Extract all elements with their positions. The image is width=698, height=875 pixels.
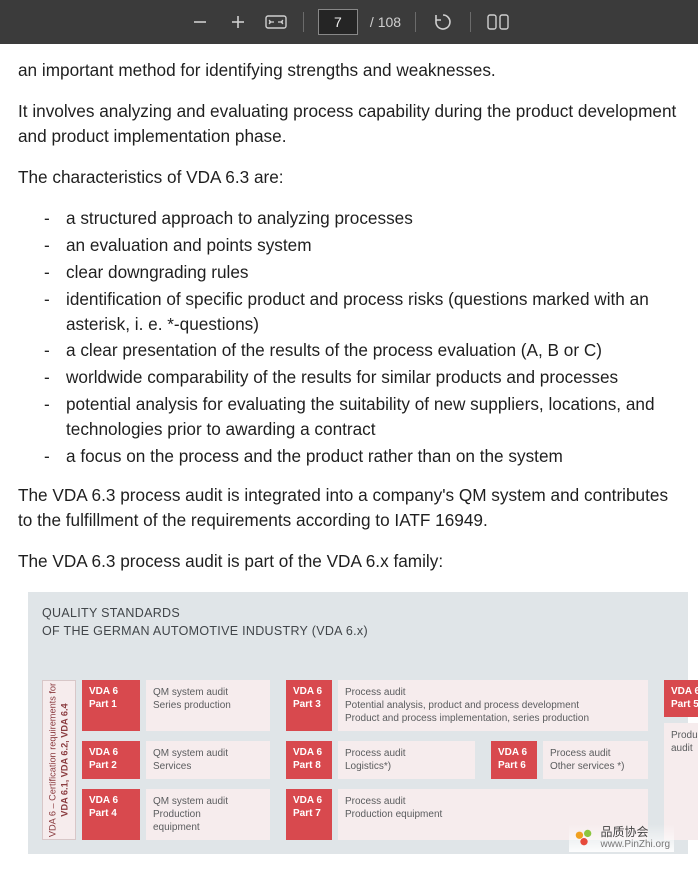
watermark: 品质协会 www.PinZhi.org: [569, 824, 674, 852]
vda-figure: QUALITY STANDARDS OF THE GERMAN AUTOMOTI…: [18, 592, 680, 854]
page-number-input[interactable]: [318, 9, 358, 35]
document-body: an important method for identifying stre…: [0, 44, 698, 854]
paragraph: It involves analyzing and evaluating pro…: [18, 99, 680, 149]
zoom-out-icon[interactable]: [187, 9, 213, 35]
paragraph: an important method for identifying stre…: [18, 58, 680, 83]
vda-part-head: VDA 6 Part 1: [82, 680, 140, 731]
figure-sidebar: VDA 6 – Certification requirements for V…: [42, 680, 76, 840]
watermark-text: 品质协会: [601, 826, 670, 839]
figure-title: QUALITY STANDARDS OF THE GERMAN AUTOMOTI…: [42, 604, 674, 640]
fit-width-icon[interactable]: [263, 9, 289, 35]
bullet-list: a structured approach to analyzing proce…: [18, 206, 680, 469]
vda-part-body: Process audit Potential analysis, produc…: [338, 680, 648, 731]
figure-sidebar-text: VDA 6 – Certification requirements for V…: [48, 683, 71, 837]
paragraph: The VDA 6.3 process audit is part of the…: [18, 549, 680, 574]
vda-part5-column: VDA 6 Part 5 Product audit: [664, 680, 698, 840]
vda-part-head: VDA 6 Part 4: [82, 789, 140, 840]
vda-part-body: Product audit: [664, 723, 698, 840]
toolbar-divider: [415, 12, 416, 32]
toolbar-divider: [303, 12, 304, 32]
vda-part-body: QM system audit Series production: [146, 680, 270, 731]
figure-inner: QUALITY STANDARDS OF THE GERMAN AUTOMOTI…: [28, 592, 688, 854]
vda-part-head: VDA 6 Part 7: [286, 789, 332, 840]
list-item: clear downgrading rules: [66, 260, 680, 285]
vda-part-head: VDA 6 Part 2: [82, 741, 140, 779]
paragraph: The characteristics of VDA 6.3 are:: [18, 165, 680, 190]
vda-part-head: VDA 6 Part 3: [286, 680, 332, 731]
toolbar-divider: [470, 12, 471, 32]
vda-part-body: QM system audit Services: [146, 741, 270, 779]
list-item: a structured approach to analyzing proce…: [66, 206, 680, 231]
list-item: worldwide comparability of the results f…: [66, 365, 680, 390]
page-display-icon[interactable]: [485, 9, 511, 35]
watermark-logo-icon: [573, 827, 595, 849]
list-item: potential analysis for evaluating the su…: [66, 392, 680, 442]
watermark-url: www.PinZhi.org: [601, 839, 670, 850]
vda-part-body: Process audit Other services *): [543, 741, 648, 779]
figure-title-line: OF THE GERMAN AUTOMOTIVE INDUSTRY (VDA 6…: [42, 622, 674, 640]
list-item: identification of specific product and p…: [66, 287, 680, 337]
list-item: an evaluation and points system: [66, 233, 680, 258]
total-pages-label: / 108: [370, 14, 401, 30]
vda-part-head: VDA 6 Part 6: [491, 741, 537, 779]
figure-title-line: QUALITY STANDARDS: [42, 604, 674, 622]
zoom-in-icon[interactable]: [225, 9, 251, 35]
vda-part-body: Process audit Logistics*): [338, 741, 475, 779]
paragraph: The VDA 6.3 process audit is integrated …: [18, 483, 680, 533]
vda-part-head: VDA 6 Part 8: [286, 741, 332, 779]
pdf-toolbar: / 108: [0, 0, 698, 44]
list-item: a clear presentation of the results of t…: [66, 338, 680, 363]
rotate-icon[interactable]: [430, 9, 456, 35]
figure-grid: VDA 6 – Certification requirements for V…: [42, 680, 674, 840]
vda-part-body: QM system audit Production equipment: [146, 789, 270, 840]
list-item: a focus on the process and the product r…: [66, 444, 680, 469]
vda-part-head: VDA 6 Part 5: [664, 680, 698, 717]
